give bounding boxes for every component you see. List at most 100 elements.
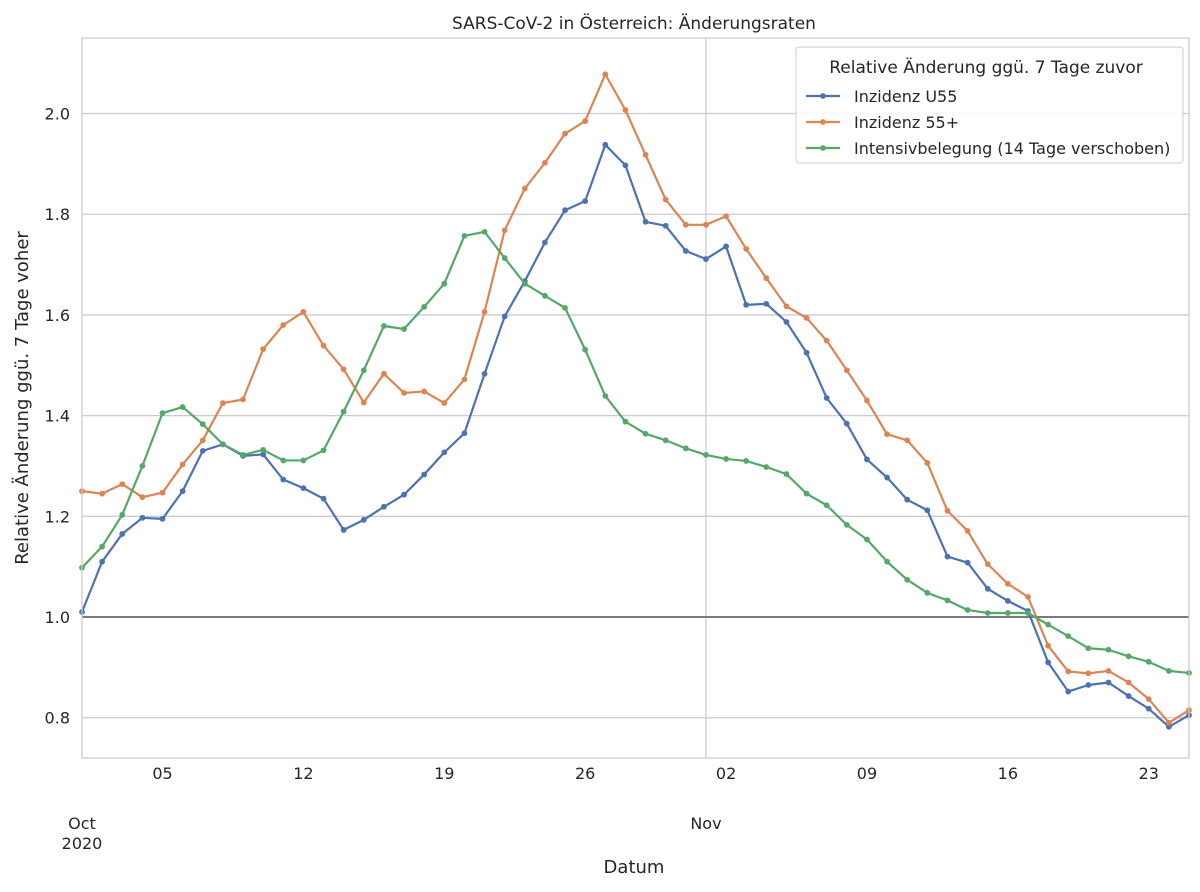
data-point [884, 431, 890, 438]
data-point [280, 476, 287, 483]
data-point [179, 461, 186, 468]
legend-box [795, 46, 1184, 164]
data-point [320, 447, 327, 454]
data-point [703, 221, 709, 228]
data-point [843, 521, 850, 528]
legend-label: Intensivbelegung (14 Tage verschoben) [854, 139, 1170, 158]
data-point [219, 441, 226, 448]
data-point [461, 232, 468, 239]
data-point [542, 159, 548, 166]
data-point [1025, 593, 1031, 600]
data-point [300, 485, 307, 492]
data-point [582, 118, 589, 124]
data-point [159, 489, 166, 496]
data-point [1004, 610, 1011, 616]
data-point [924, 589, 931, 596]
data-point [421, 303, 428, 310]
data-point [1004, 580, 1011, 587]
data-point [320, 495, 327, 502]
data-point [1125, 679, 1132, 686]
data-point [682, 445, 689, 452]
data-point [360, 399, 367, 406]
series-line [81, 230, 1190, 675]
y-tick-label: 1.0 [45, 608, 70, 627]
data-point [602, 71, 609, 78]
data-point [622, 162, 629, 169]
data-point [1125, 693, 1132, 699]
data-point [542, 239, 548, 246]
legend-items: Inzidenz U55 Inzidenz 55+ Intensivbelegung… [806, 87, 1170, 158]
data-point [401, 491, 407, 498]
x-tick-label: 16 [998, 764, 1018, 783]
data-point [723, 243, 729, 250]
x-tick-label: 19 [434, 764, 454, 783]
data-point [360, 516, 367, 523]
data-point [300, 457, 307, 464]
data-point [884, 474, 890, 481]
data-point [179, 488, 186, 495]
chart-title: SARS-CoV-2 in Österreich: Änderungsraten [452, 12, 816, 34]
legend-marker [820, 145, 826, 151]
series-layer [79, 71, 1192, 730]
data-point [682, 221, 689, 228]
data-point [582, 198, 589, 205]
data-point [743, 246, 750, 252]
x-tick-label: 05 [152, 764, 172, 783]
data-point [562, 130, 568, 137]
legend-marker [820, 119, 826, 125]
data-point [904, 576, 911, 583]
data-point [803, 490, 810, 497]
data-point [381, 370, 387, 377]
series-line [81, 73, 1190, 724]
data-point [1165, 668, 1172, 674]
data-point [401, 326, 407, 332]
x-tick-label: 23 [1139, 764, 1159, 783]
x-tick-label: Nov [690, 814, 721, 833]
x-tick-label: 02 [716, 764, 736, 783]
data-point [280, 322, 287, 328]
series-line [80, 143, 1190, 728]
data-point [340, 408, 347, 415]
data-point [501, 227, 508, 234]
data-point [984, 610, 991, 616]
data-point [360, 367, 367, 374]
x-tick-label: 09 [857, 764, 877, 783]
data-point [1045, 659, 1052, 666]
data-point [1085, 682, 1092, 688]
data-point [340, 366, 347, 373]
data-point [139, 463, 146, 469]
data-point [199, 421, 206, 428]
data-point [260, 446, 267, 453]
data-point [1105, 646, 1112, 653]
data-point [280, 457, 287, 464]
data-point [481, 228, 488, 235]
data-point [139, 514, 146, 521]
data-point [622, 107, 629, 113]
y-axis-label: Relative Änderung ggü. 7 Tage voher [12, 231, 33, 565]
data-point [1045, 642, 1052, 649]
data-point [723, 213, 729, 220]
legend-marker [820, 93, 826, 99]
x-tick-label: Oct [68, 814, 96, 833]
data-point [763, 464, 770, 470]
data-point [99, 490, 106, 497]
data-point [743, 301, 750, 308]
data-point [823, 395, 830, 401]
data-point [521, 185, 528, 192]
y-tick-label: 0.8 [45, 709, 70, 728]
data-point [803, 349, 810, 356]
data-point [602, 141, 609, 148]
data-point [703, 256, 709, 262]
data-point [159, 515, 166, 522]
data-point [1145, 696, 1152, 702]
legend-title: Relative Änderung ggü. 7 Tage zuvor [829, 57, 1143, 78]
data-point [119, 511, 126, 518]
x-axis-label: Datum [604, 857, 665, 878]
data-point [1045, 621, 1052, 628]
data-point [602, 393, 609, 399]
data-point [823, 502, 830, 509]
data-point [864, 456, 870, 463]
data-point [501, 255, 508, 261]
data-point [219, 400, 226, 406]
data-point [642, 218, 649, 225]
